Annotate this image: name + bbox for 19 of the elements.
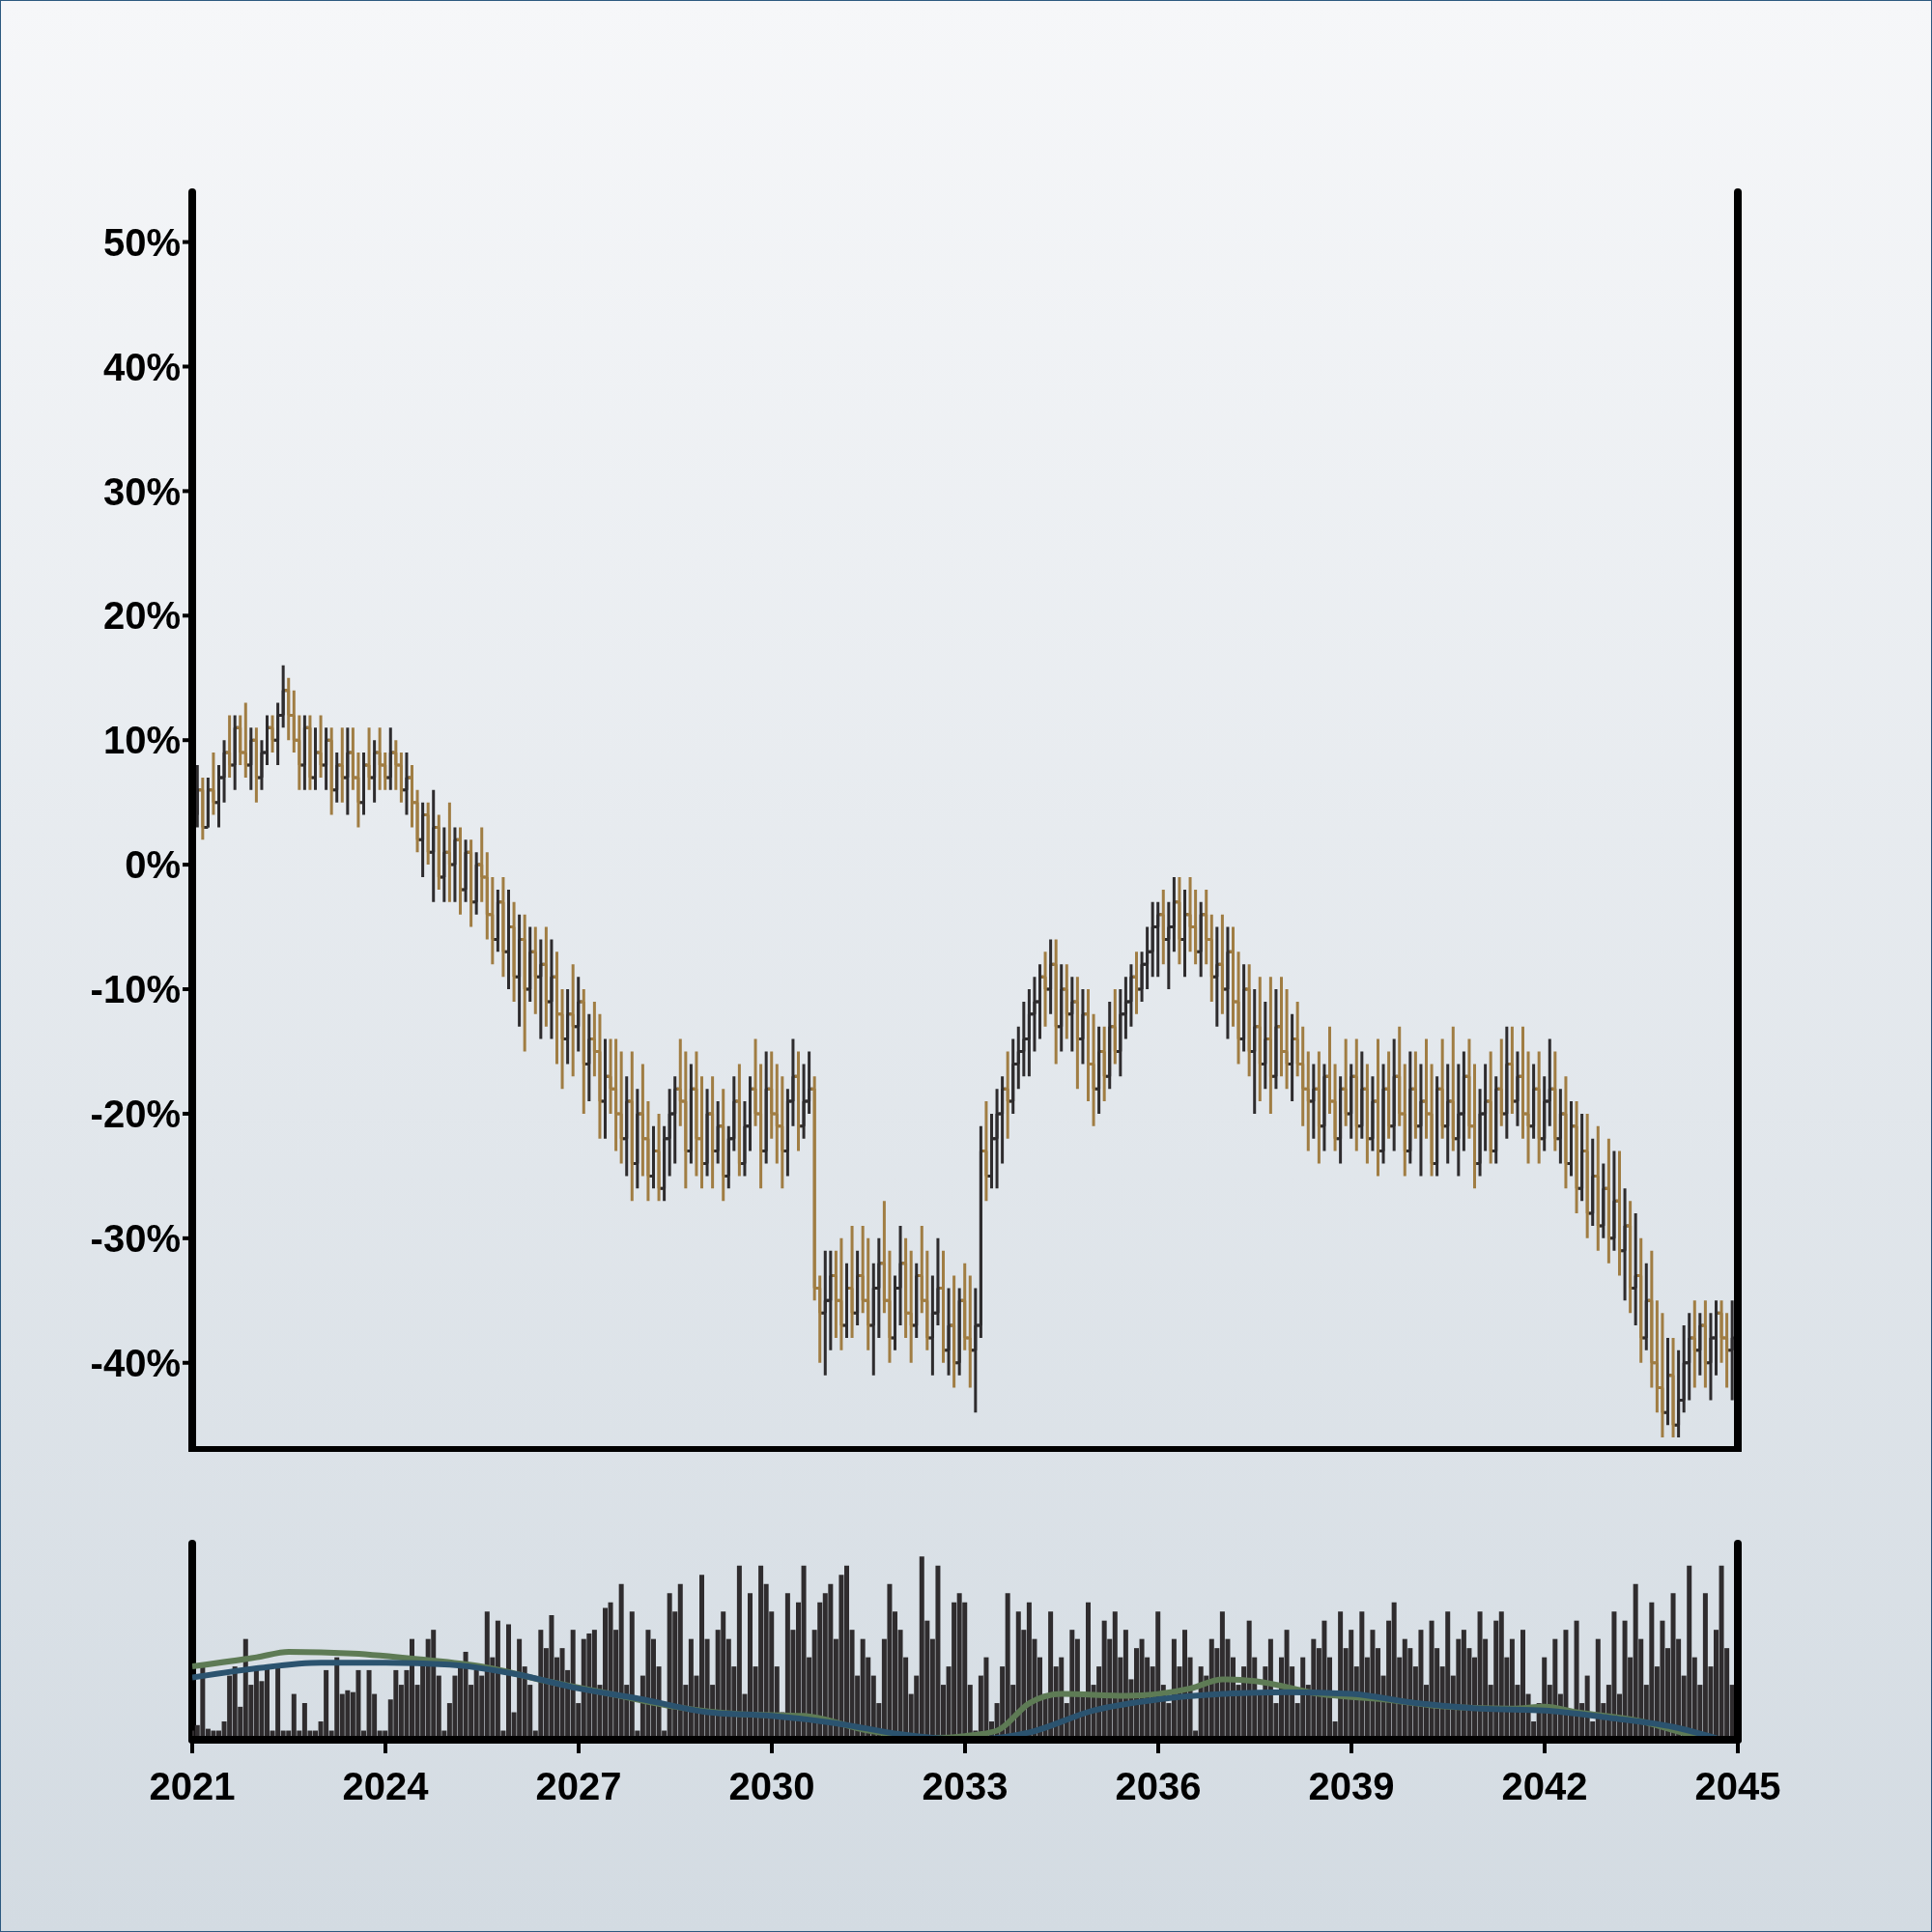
- y-tick-label: -10%: [90, 968, 181, 1011]
- y-tick-label: 10%: [102, 719, 181, 762]
- x-tick-label: 2045: [1694, 1765, 1781, 1808]
- x-tick-label: 2036: [1115, 1765, 1202, 1808]
- x-tick-label: 2033: [922, 1765, 1009, 1808]
- y-tick-label: -30%: [90, 1217, 181, 1261]
- y-tick-label: -40%: [90, 1341, 181, 1384]
- y-tick-label: 0%: [125, 843, 181, 887]
- x-tick-label: 2027: [535, 1765, 622, 1808]
- y-tick-label: 30%: [102, 469, 181, 513]
- x-tick-label: 2021: [149, 1765, 236, 1808]
- y-tick-label: 20%: [102, 594, 181, 638]
- x-tick-label: 2024: [342, 1765, 430, 1808]
- y-tick-label: 50%: [102, 220, 181, 264]
- x-tick-label: 2042: [1501, 1765, 1588, 1808]
- y-tick-label: 40%: [102, 345, 181, 388]
- x-tick-label: 2030: [728, 1765, 815, 1808]
- x-tick-label: 2039: [1308, 1765, 1395, 1808]
- y-tick-label: -20%: [90, 1093, 181, 1136]
